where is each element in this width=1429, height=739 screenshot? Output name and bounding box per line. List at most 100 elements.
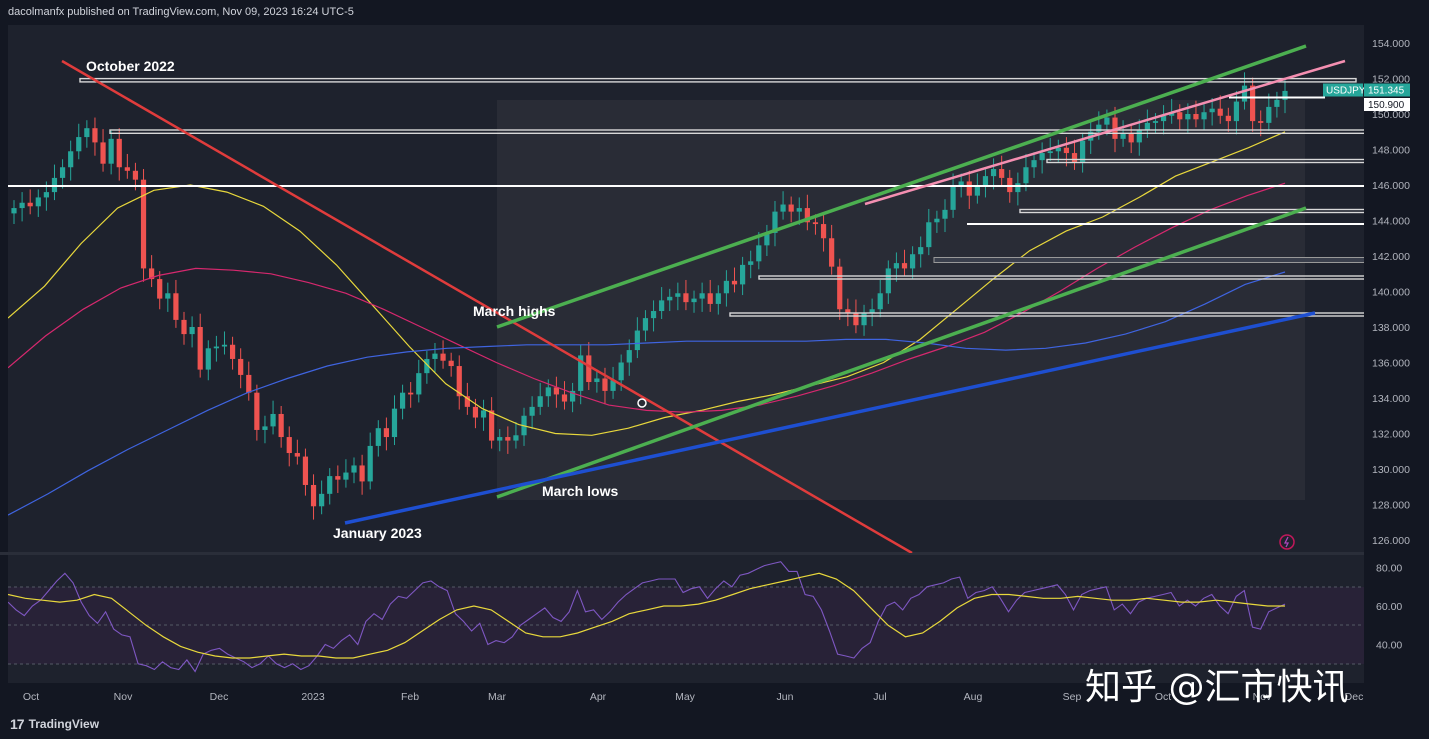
candle [667, 288, 673, 312]
candle [408, 382, 414, 408]
candle [999, 155, 1005, 186]
candle [634, 317, 640, 359]
candle [1209, 98, 1215, 126]
time-tick: May [675, 691, 696, 703]
candle [861, 304, 867, 336]
candle [820, 213, 827, 252]
candle [140, 169, 147, 282]
candle [1250, 77, 1256, 132]
time-tick: Jun [777, 691, 794, 703]
intersection-marker[interactable] [637, 398, 647, 408]
candle [116, 128, 122, 181]
candle [553, 376, 560, 408]
candle [650, 300, 657, 332]
candle [310, 474, 317, 520]
price-tick: 134.000 [1372, 393, 1410, 405]
ma-50-line [8, 131, 1286, 436]
price-chart[interactable]: October 2022 March highs March lows Janu… [0, 0, 1429, 711]
time-tick: Feb [401, 691, 419, 703]
price-axis[interactable]: 154.000 152.000 150.000 148.000 146.000 144.0… [1372, 38, 1410, 547]
candle [683, 279, 689, 311]
candle [788, 196, 794, 223]
rsi-tick: 40.00 [1376, 640, 1402, 652]
pane-divider[interactable] [0, 552, 1364, 555]
candle [92, 117, 98, 156]
candle [205, 340, 211, 381]
candle [659, 287, 665, 320]
time-axis[interactable]: Oct Nov Dec 2023 Feb Mar Apr May Jun Jul Aug Sep Oct… [23, 691, 1364, 703]
price-tick: 140.000 [1372, 287, 1410, 299]
candles [11, 72, 1288, 520]
long-term-support-line [344, 311, 1316, 525]
price-tick: 130.000 [1372, 464, 1410, 476]
candle [561, 381, 568, 410]
candle [699, 282, 705, 312]
candle [448, 352, 454, 377]
candle [1071, 139, 1078, 170]
candle [327, 468, 333, 505]
time-tick: Oct [1155, 691, 1171, 703]
price-tick: 148.000 [1372, 145, 1410, 157]
candle [942, 199, 948, 233]
rsi-axis[interactable]: 80.00 60.00 40.00 [1376, 563, 1402, 652]
candle [610, 366, 616, 399]
candle [780, 191, 786, 220]
candle [837, 258, 843, 320]
candle [229, 336, 236, 370]
candle [829, 224, 835, 275]
candle [181, 311, 187, 345]
trendlines [61, 44, 1346, 553]
alert-bolt-icon[interactable] [1279, 534, 1295, 550]
candle [27, 189, 33, 215]
time-tick: Apr [590, 691, 607, 703]
candle [1063, 137, 1070, 167]
candle [197, 313, 203, 378]
channel-lower-line [496, 206, 1307, 499]
candle [715, 285, 721, 315]
tradingview-brand[interactable]: 17 TradingView [10, 716, 99, 732]
candle [286, 426, 292, 467]
candle [100, 129, 106, 172]
candle [707, 279, 713, 312]
candle [165, 282, 171, 312]
level-144.7 [1019, 208, 1364, 214]
candle [578, 344, 584, 405]
channel-upper-line [496, 44, 1307, 329]
candle [1274, 91, 1280, 118]
candle [480, 399, 487, 431]
level-151.8 [79, 77, 1357, 83]
candle [1266, 93, 1272, 131]
candle [934, 210, 940, 233]
candle [294, 439, 300, 465]
candle [416, 359, 422, 403]
price-tick: 142.000 [1372, 251, 1410, 263]
candle [1039, 142, 1045, 174]
candle [335, 465, 341, 493]
candle [424, 350, 430, 384]
candle [213, 335, 219, 362]
time-tick: Aug [964, 691, 983, 703]
rsi-tick: 80.00 [1376, 563, 1402, 575]
level-price-value: 150.900 [1368, 100, 1405, 111]
candle [1136, 119, 1142, 156]
candle [731, 267, 738, 293]
candle [278, 405, 284, 448]
candle [910, 246, 916, 280]
time-tick: 2023 [301, 691, 325, 703]
time-tick: Dec [1345, 691, 1364, 703]
candle [367, 432, 373, 490]
candle [893, 252, 900, 282]
time-tick: Mar [488, 691, 507, 703]
candle [351, 457, 357, 484]
level-147.4 [1046, 158, 1364, 164]
brand-text: TradingView [28, 717, 100, 731]
candle [173, 279, 179, 328]
annotation-march-highs: March highs [473, 303, 556, 319]
candle [359, 454, 365, 495]
candle [391, 395, 398, 446]
candle [84, 120, 90, 148]
ma-200-line [8, 271, 1286, 516]
candle [642, 310, 649, 342]
annotation-october-2022: October 2022 [86, 58, 175, 74]
candle [626, 339, 632, 376]
